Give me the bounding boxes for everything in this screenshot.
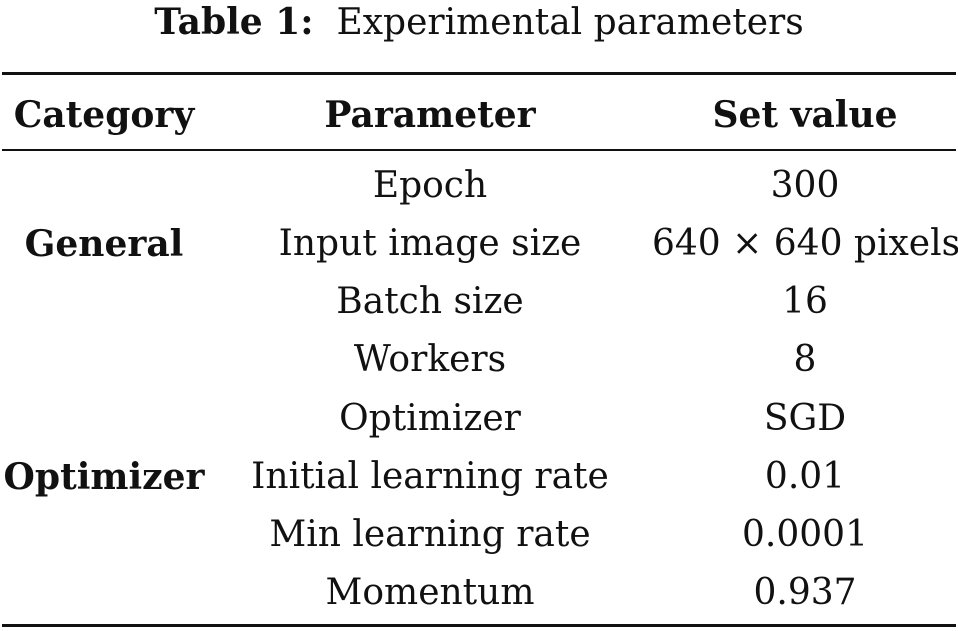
- parameter-cell: Batch size: [336, 281, 524, 322]
- table-top-rule: [2, 72, 956, 75]
- parameter-cell: Epoch: [372, 165, 488, 206]
- value-cell: 0.0001: [742, 514, 868, 555]
- value-cell: 0.937: [753, 572, 857, 613]
- value-cell: SGD: [763, 398, 847, 439]
- caption-label: Table 1:: [154, 1, 314, 43]
- category-general: General: [24, 223, 184, 265]
- parameter-cell: Min learning rate: [269, 514, 591, 555]
- table-bottom-rule: [2, 624, 956, 627]
- table-header-rule: [2, 149, 956, 151]
- category-optimizer: Optimizer: [3, 456, 205, 498]
- parameter-cell: Input image size: [278, 223, 582, 264]
- header-category: Category: [13, 94, 195, 136]
- value-cell: 300: [770, 165, 840, 206]
- value-cell: 640 × 640 pixels: [652, 223, 958, 264]
- value-cell: 8: [793, 339, 817, 380]
- header-parameter: Parameter: [324, 94, 536, 136]
- parameter-cell: Optimizer: [339, 398, 521, 439]
- value-cell: 0.01: [764, 456, 846, 497]
- value-cell: 16: [782, 281, 828, 322]
- header-set-value: Set value: [712, 94, 898, 136]
- caption-text: Experimental parameters: [336, 2, 804, 43]
- parameter-cell: Initial learning rate: [251, 456, 609, 497]
- table-caption: Table 1: Experimental parameters: [0, 0, 958, 44]
- parameter-cell: Momentum: [325, 572, 535, 613]
- parameter-cell: Workers: [353, 339, 507, 380]
